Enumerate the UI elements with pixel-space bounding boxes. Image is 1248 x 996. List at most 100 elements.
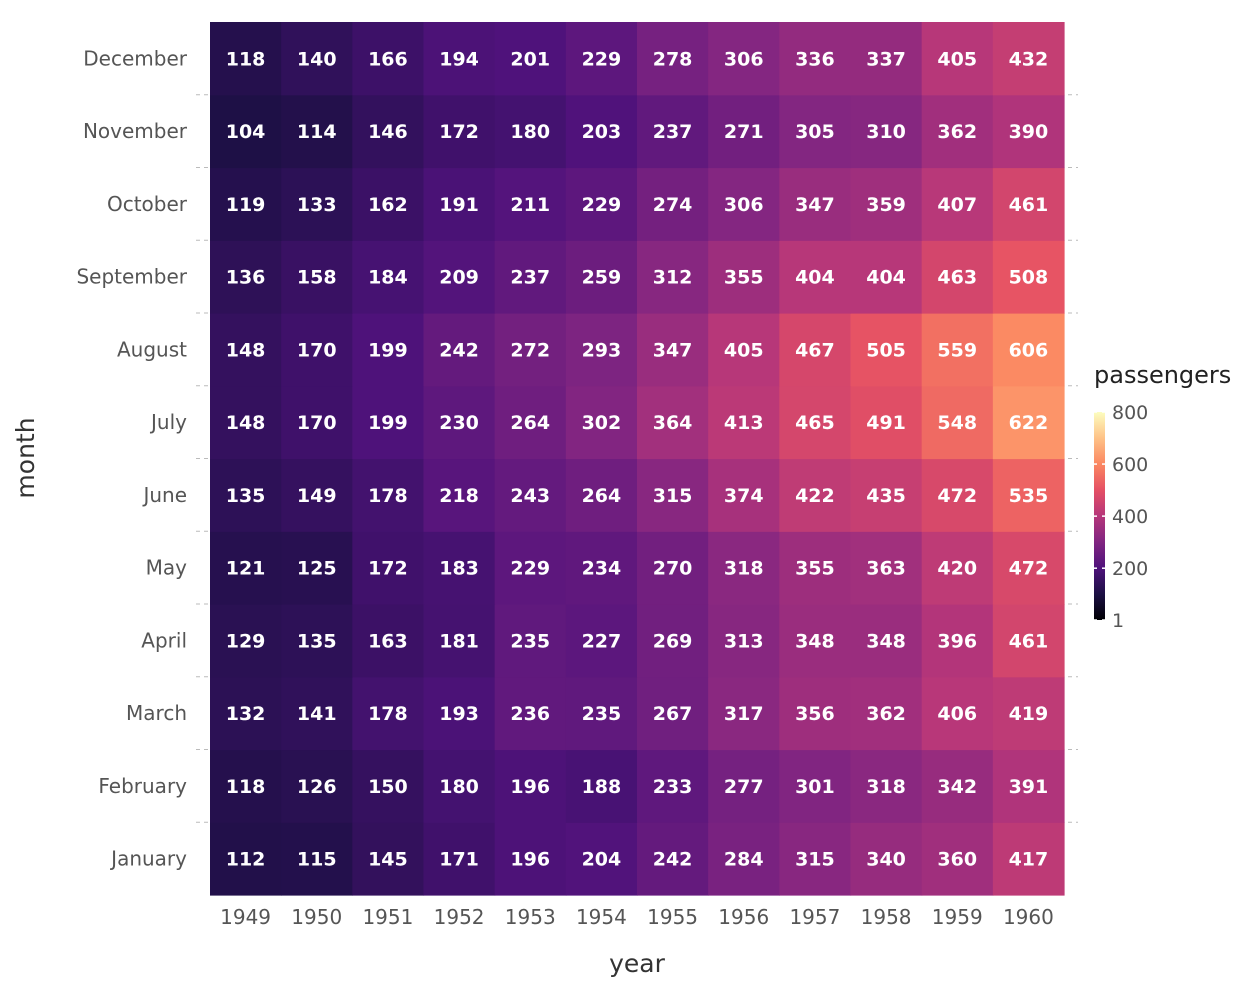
cell-value-label: 172 [368, 558, 408, 580]
cell-value-label: 193 [439, 703, 479, 725]
heatmap-cell [992, 604, 1065, 678]
heatmap-cell [494, 385, 567, 460]
heatmap-cell [281, 749, 353, 823]
heatmap-cell [708, 676, 780, 751]
heatmap-cell [423, 604, 496, 678]
heatmap-cell [708, 240, 780, 314]
cell-value-label: 126 [297, 776, 337, 798]
heatmap-cell [281, 22, 353, 96]
cell-value-label: 463 [937, 267, 977, 289]
cell-value-label: 203 [582, 121, 622, 143]
heatmap-cell [352, 604, 425, 678]
cell-value-label: 461 [1009, 630, 1049, 652]
cell-value-label: 359 [866, 194, 906, 216]
heatmap-cell [494, 604, 567, 678]
cell-value-label: 302 [582, 412, 622, 434]
cell-value-label: 362 [866, 703, 906, 725]
cell-value-label: 234 [582, 558, 622, 580]
heatmap-cell [850, 531, 923, 605]
heatmap-cell [850, 240, 923, 314]
legend-colorbar [1094, 412, 1105, 620]
y-tick-label: August [117, 337, 187, 361]
cell-value-label: 114 [297, 121, 337, 143]
cell-value-label: 312 [653, 267, 693, 289]
cell-value-label: 135 [226, 485, 266, 507]
cell-value-label: 413 [724, 412, 764, 434]
heatmap-cell [423, 240, 496, 314]
heatmap-cell [565, 22, 638, 96]
heatmap-cell [708, 822, 780, 896]
cell-value-label: 204 [582, 849, 622, 871]
legend-tick-label: 200 [1112, 558, 1148, 580]
cell-value-label: 180 [439, 776, 479, 798]
cell-value-label: 140 [297, 48, 337, 70]
cell-value-label: 242 [653, 849, 693, 871]
x-tick-label: 1957 [789, 905, 840, 929]
heatmap-cell [565, 458, 638, 532]
cell-value-label: 362 [937, 121, 977, 143]
heatmap-cell [423, 22, 496, 96]
cell-value-label: 118 [226, 776, 266, 798]
heatmap-cell [992, 458, 1065, 532]
cell-value-label: 235 [582, 703, 622, 725]
cell-value-label: 293 [582, 339, 622, 361]
cell-value-label: 419 [1009, 703, 1049, 725]
cell-value-label: 211 [510, 194, 550, 216]
heatmap-cell [281, 313, 353, 387]
cell-value-label: 606 [1009, 339, 1049, 361]
heatmap-cell [210, 385, 282, 460]
heatmap-cell [352, 313, 425, 387]
x-tick-label: 1959 [932, 905, 983, 929]
cell-value-label: 407 [937, 194, 977, 216]
heatmap-cell [637, 822, 709, 896]
heatmap-cell [494, 458, 567, 532]
heatmap-cell [565, 313, 638, 387]
cell-value-label: 150 [368, 776, 408, 798]
heatmap-cell [565, 749, 638, 823]
cell-value-label: 166 [368, 48, 408, 70]
legend-title: passengers [1094, 361, 1231, 389]
heatmap-cell [210, 167, 282, 241]
heatmap-cell [708, 22, 780, 96]
cell-value-label: 348 [866, 630, 906, 652]
x-tick-label: 1949 [220, 905, 271, 929]
cell-value-label: 284 [724, 849, 764, 871]
heatmap-cell [637, 604, 709, 678]
cell-value-label: 390 [1009, 121, 1049, 143]
heatmap-cell [850, 385, 923, 460]
cell-value-label: 162 [368, 194, 408, 216]
heatmap-cell [921, 313, 994, 387]
heatmap-cell [921, 676, 994, 751]
cell-value-label: 306 [724, 48, 764, 70]
cell-value-label: 317 [724, 703, 764, 725]
heatmap-cell [281, 676, 353, 751]
cell-value-label: 363 [866, 558, 906, 580]
cell-value-label: 318 [866, 776, 906, 798]
cell-value-label: 237 [510, 267, 550, 289]
heatmap-cell [423, 531, 496, 605]
heatmap-cell [850, 676, 923, 751]
y-tick-label: July [149, 410, 187, 434]
cell-value-label: 310 [866, 121, 906, 143]
heatmap-cell [779, 22, 852, 96]
cell-value-label: 180 [510, 121, 550, 143]
heatmap-cell [779, 676, 852, 751]
heatmap-cell [352, 167, 425, 241]
cell-value-label: 233 [653, 776, 693, 798]
cell-value-label: 132 [226, 703, 266, 725]
heatmap-cell [565, 94, 638, 169]
cell-value-label: 305 [795, 121, 835, 143]
heatmap-cell [210, 240, 282, 314]
heatmap-cell [637, 385, 709, 460]
heatmap-cell [992, 94, 1065, 169]
heatmap-cell [992, 676, 1065, 751]
cell-value-label: 178 [368, 485, 408, 507]
cell-value-label: 209 [439, 267, 479, 289]
cell-value-label: 318 [724, 558, 764, 580]
cell-value-label: 472 [937, 485, 977, 507]
cell-value-label: 227 [582, 630, 622, 652]
heatmap-cell [708, 604, 780, 678]
cell-value-label: 267 [653, 703, 693, 725]
cell-value-label: 148 [226, 339, 266, 361]
